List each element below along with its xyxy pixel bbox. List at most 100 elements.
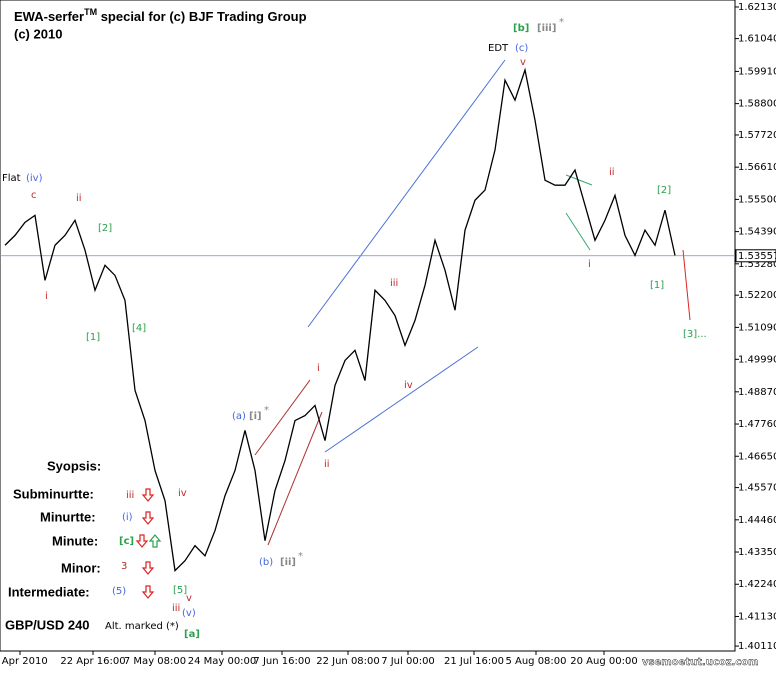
- annotation: (b): [259, 557, 273, 568]
- annotation: c: [31, 190, 37, 201]
- x-tick-label: 22 Apr 16:00: [60, 656, 125, 667]
- down-arrow: [141, 561, 155, 575]
- y-tick-label: 1.52200: [738, 290, 776, 301]
- annotation: [iii]: [537, 23, 556, 34]
- y-tick-label: 1.48870: [738, 387, 776, 398]
- current-price-label: 1.53557: [738, 251, 776, 262]
- projection-line: [682, 249, 691, 321]
- down-arrow: [141, 488, 155, 502]
- annotation: *: [298, 551, 303, 562]
- y-tick-label: 1.59910: [738, 66, 776, 77]
- y-tick-label: 1.43350: [738, 547, 776, 558]
- annotations: EDT (c) [b] [iii] * v Flat (iv) c ii [2]…: [2, 17, 707, 640]
- annotation: iv: [178, 488, 187, 499]
- y-tick-label: 1.46650: [738, 451, 776, 462]
- annotation: v: [520, 57, 526, 68]
- annotation: [a]: [184, 629, 200, 640]
- y-tick-label: 1.40110: [738, 641, 776, 652]
- x-tick-label: 7 Jun 16:00: [253, 656, 310, 667]
- legend-label: (5): [112, 586, 126, 597]
- annotation: (c): [515, 43, 528, 54]
- up-arrow: [148, 534, 162, 548]
- subtitle: (c) 2010: [14, 26, 62, 41]
- annotation: i: [588, 259, 591, 270]
- annotation: (i): [122, 512, 133, 523]
- plot-area: [0, 0, 736, 652]
- x-tick-label: 24 May 00:00: [188, 656, 257, 667]
- annotation: [b]: [513, 23, 529, 34]
- x-tick-label: 7 Jul 00:00: [381, 656, 435, 667]
- down-arrow: [135, 534, 149, 548]
- annotation: i: [45, 291, 48, 302]
- trend-line: [324, 346, 479, 453]
- annotation: (v): [182, 608, 196, 619]
- y-tick-label: 1.53280: [738, 259, 776, 270]
- note: Alt. marked (*): [105, 621, 179, 632]
- legend-label: Subminurtte:: [13, 486, 94, 501]
- wave-legend: Syopsis: Subminurtte: Minurtte: Minute: …: [8, 458, 162, 599]
- annotation: [2]: [657, 185, 671, 196]
- legend-label: 3: [121, 561, 127, 572]
- x-tick-label: 7 May 08:00: [124, 656, 186, 667]
- x-tick-label: 20 Aug 00:00: [570, 656, 637, 667]
- legend-label: [c]: [119, 536, 134, 547]
- annotation: iii: [126, 490, 134, 501]
- down-arrow: [141, 511, 155, 525]
- y-tick-label: 1.51090: [738, 322, 776, 333]
- channel-line: [254, 379, 311, 456]
- annotation: iii: [390, 278, 398, 289]
- annotation: [1]: [650, 280, 664, 291]
- y-tick-label: 1.57720: [738, 130, 776, 141]
- y-tick-label: 1.58800: [738, 99, 776, 110]
- annotation: [ii]: [280, 557, 296, 568]
- y-tick-label: 1.62130: [738, 2, 776, 13]
- down-arrow: [141, 585, 155, 599]
- arrows: [135, 488, 162, 599]
- annotation: (a): [232, 411, 246, 422]
- y-tick-label: 1.47760: [738, 419, 776, 430]
- legend-label: Minor:: [61, 560, 101, 575]
- y-tick-label: 1.56610: [738, 162, 776, 173]
- annotation: iv: [404, 380, 413, 391]
- x-tick-label: 21 Jul 16:00: [444, 656, 504, 667]
- y-tick-label: 1.61040: [738, 34, 776, 45]
- watermark: vsemoetut.ucoz.com: [642, 657, 759, 668]
- symbol: GBP/USD 240: [5, 617, 90, 632]
- annotation: ii: [76, 193, 82, 204]
- price-line: [4, 67, 676, 572]
- annotation: [4]: [132, 323, 146, 334]
- channel-line: [565, 212, 591, 251]
- trend-line: [307, 59, 506, 328]
- annotation: v: [186, 593, 192, 604]
- y-tick-label: 1.54390: [738, 227, 776, 238]
- annotation: *: [264, 405, 269, 416]
- y-tick-label: 1.41130: [738, 611, 776, 622]
- annotation: iii: [172, 603, 180, 614]
- annotation: (iv): [26, 173, 43, 184]
- annotation: [2]: [98, 223, 112, 234]
- annotation: [i]: [249, 411, 262, 422]
- x-tick-label: 5 Aug 08:00: [505, 656, 566, 667]
- annotation: *: [559, 17, 564, 28]
- title: EWA-serferTM special for (c) BJF Trading…: [14, 7, 307, 24]
- annotation: [1]: [86, 332, 100, 343]
- legend-label: Syopsis:: [47, 458, 101, 473]
- y-tick-label: 1.45570: [738, 483, 776, 494]
- y-tick-label: 1.44460: [738, 515, 776, 526]
- x-tick-label: 7 Apr 2010: [0, 656, 48, 667]
- x-tick-label: 22 Jun 08:00: [316, 656, 380, 667]
- wave-lines: [254, 59, 691, 546]
- annotation: ii: [609, 167, 615, 178]
- legend-label: Minute:: [52, 533, 98, 548]
- legend-label: Intermediate:: [8, 584, 90, 599]
- annotation: ii: [324, 459, 330, 470]
- annotation: Flat: [2, 173, 21, 184]
- channel-line: [267, 411, 323, 546]
- legend-label: Minurtte:: [40, 509, 96, 524]
- current-price-box: [735, 249, 776, 263]
- y-tick-label: 1.42240: [738, 579, 776, 590]
- y-tick-label: 1.55500: [738, 194, 776, 205]
- annotation: i: [317, 363, 320, 374]
- annotation: EDT: [488, 43, 509, 54]
